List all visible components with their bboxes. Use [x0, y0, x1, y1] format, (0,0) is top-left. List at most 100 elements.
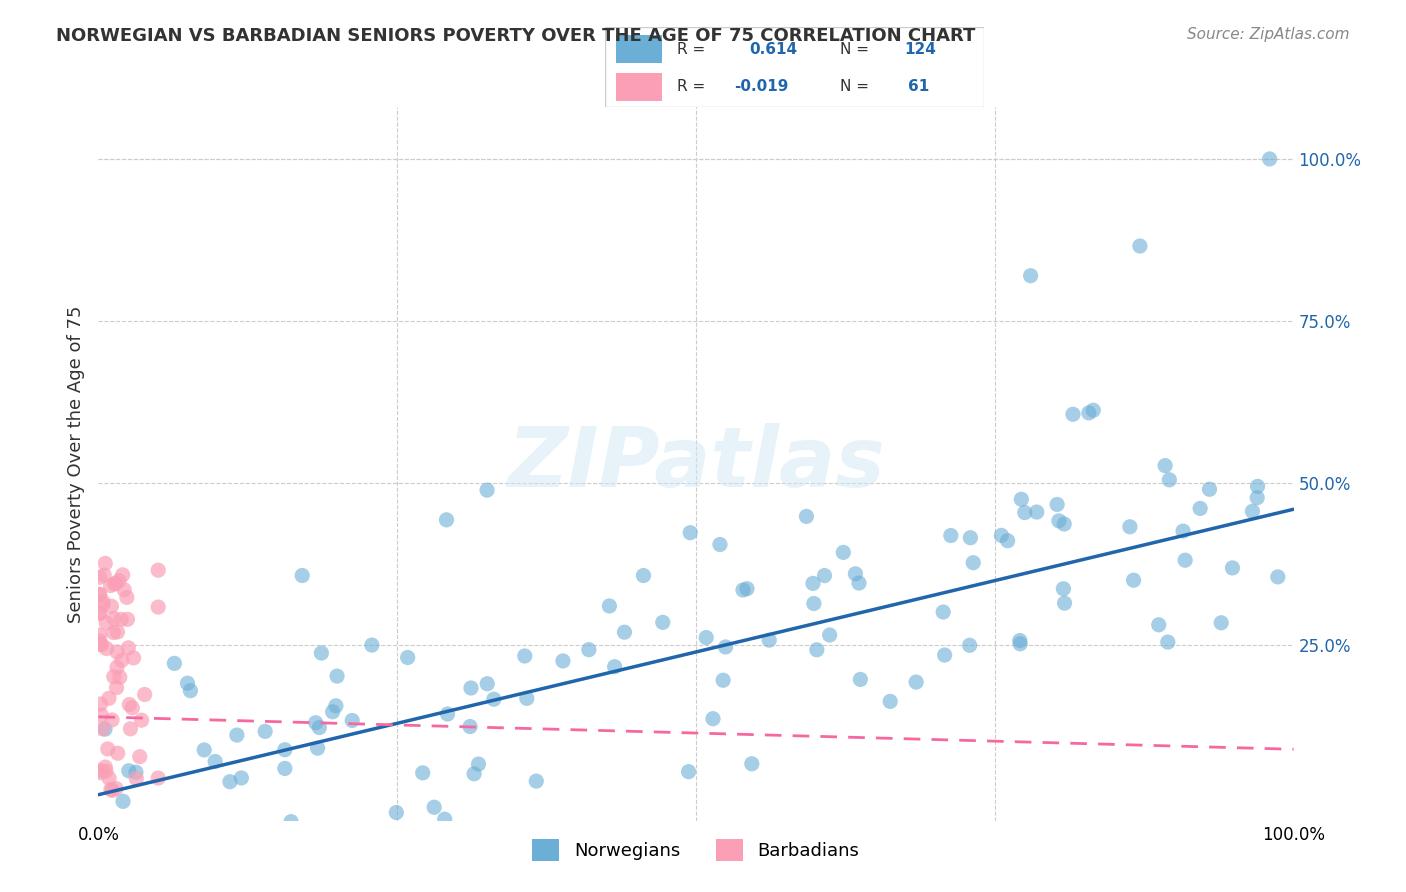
Point	[1062, 407, 1084, 421]
Point	[112, 582, 135, 597]
Point	[291, 568, 314, 582]
Point	[103, 611, 125, 625]
Point	[714, 640, 737, 654]
Point	[98, 771, 121, 785]
Point	[308, 721, 330, 735]
Point	[118, 764, 141, 778]
Point	[848, 576, 870, 591]
Point	[1246, 491, 1268, 505]
Point	[163, 657, 186, 671]
Point	[217, 854, 239, 868]
Point	[1246, 479, 1268, 493]
Point	[803, 597, 825, 611]
Point	[997, 533, 1019, 548]
Legend: Norwegians, Barbadians: Norwegians, Barbadians	[524, 832, 868, 869]
Point	[179, 683, 201, 698]
Point	[396, 650, 419, 665]
Point	[148, 563, 170, 577]
Point	[1154, 458, 1177, 473]
Point	[89, 588, 111, 602]
Point	[467, 757, 489, 772]
Point	[101, 783, 124, 797]
Point	[385, 805, 408, 820]
Point	[90, 764, 112, 778]
Point	[1083, 403, 1105, 417]
Point	[105, 660, 128, 674]
Point	[91, 598, 114, 612]
Point	[97, 742, 120, 756]
Point	[91, 595, 114, 609]
Point	[939, 528, 962, 542]
Point	[1174, 553, 1197, 567]
Point	[959, 638, 981, 652]
Point	[233, 824, 256, 838]
FancyBboxPatch shape	[605, 27, 984, 107]
Point	[148, 600, 170, 615]
Point	[1010, 492, 1032, 507]
Text: R =: R =	[676, 42, 710, 57]
Point	[141, 828, 163, 842]
Text: Source: ZipAtlas.com: Source: ZipAtlas.com	[1187, 27, 1350, 42]
Point	[93, 568, 115, 582]
Point	[107, 746, 129, 760]
Point	[94, 764, 117, 779]
Point	[176, 676, 198, 690]
Point	[117, 612, 139, 626]
Point	[679, 525, 702, 540]
Point	[451, 822, 474, 836]
Point	[111, 653, 134, 667]
Point	[105, 645, 128, 659]
Text: NORWEGIAN VS BARBADIAN SENIORS POVERTY OVER THE AGE OF 75 CORRELATION CHART: NORWEGIAN VS BARBADIAN SENIORS POVERTY O…	[56, 27, 976, 45]
Point	[360, 638, 382, 652]
Point	[1014, 506, 1036, 520]
Point	[89, 606, 111, 620]
Point	[94, 722, 117, 736]
Point	[326, 669, 349, 683]
Point	[695, 631, 717, 645]
Point	[603, 659, 626, 673]
Point	[120, 722, 142, 736]
Point	[103, 625, 125, 640]
Point	[274, 743, 297, 757]
Point	[111, 567, 134, 582]
Point	[1211, 615, 1233, 630]
Point	[818, 628, 841, 642]
Point	[613, 625, 636, 640]
Point	[633, 568, 655, 582]
Point	[148, 771, 170, 785]
Point	[731, 582, 754, 597]
Point	[813, 568, 835, 582]
Point	[97, 691, 120, 706]
Point	[94, 557, 117, 571]
Point	[806, 642, 828, 657]
Point	[879, 694, 901, 708]
Text: 0.614: 0.614	[749, 42, 797, 57]
Point	[1052, 582, 1074, 596]
Point	[110, 612, 132, 626]
Point	[1053, 596, 1076, 610]
Point	[1053, 516, 1076, 531]
Point	[463, 766, 485, 780]
Point	[108, 670, 131, 684]
Point	[598, 599, 620, 613]
Point	[796, 509, 818, 524]
Point	[1047, 514, 1070, 528]
Point	[156, 881, 179, 892]
Point	[513, 648, 536, 663]
Point	[433, 812, 456, 826]
Point	[225, 728, 247, 742]
Y-axis label: Seniors Poverty Over the Age of 75: Seniors Poverty Over the Age of 75	[66, 305, 84, 623]
Point	[1046, 498, 1069, 512]
Point	[1025, 505, 1047, 519]
Point	[89, 633, 111, 648]
Point	[325, 698, 347, 713]
Point	[959, 531, 981, 545]
Point	[711, 673, 734, 688]
Point	[307, 741, 329, 756]
Point	[524, 774, 547, 789]
Text: N =: N =	[839, 42, 873, 57]
Point	[1019, 268, 1042, 283]
Point	[436, 513, 458, 527]
FancyBboxPatch shape	[616, 72, 662, 101]
Point	[117, 640, 139, 655]
